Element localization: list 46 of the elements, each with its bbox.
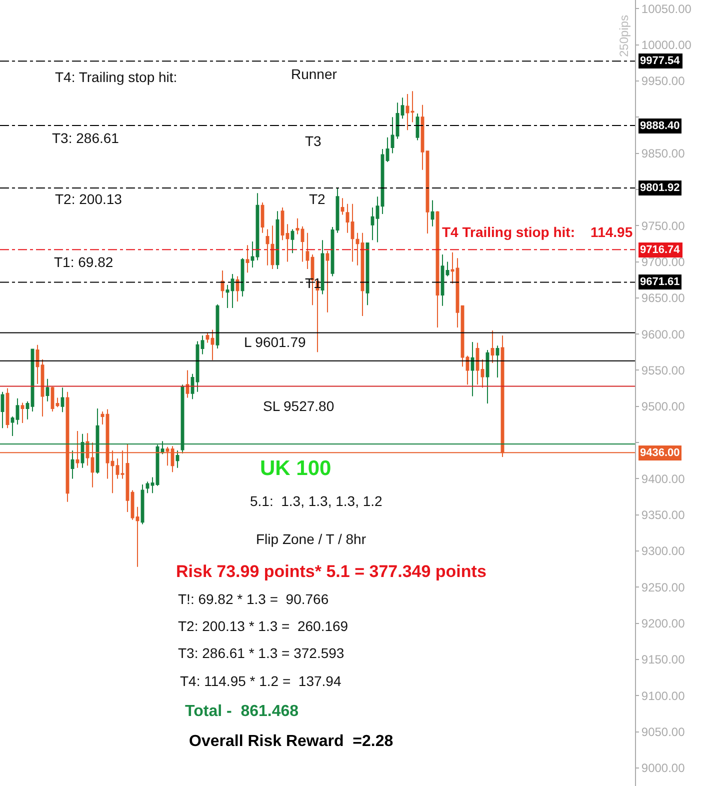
annotation: T2 [309, 191, 326, 207]
annotation: 5.1: 1.3, 1.3, 1.3, 1.2 [250, 493, 383, 509]
ref-line-label: 9888.40 [640, 120, 680, 132]
annotation: Flip Zone / T / 8hr [256, 531, 366, 547]
y-tick-label: 9300.00 [641, 544, 686, 558]
y-tick-label: 9000.00 [641, 761, 686, 776]
y-tick-label: 9350.00 [641, 508, 686, 522]
y-tick-label: 9200.00 [641, 616, 686, 630]
annotation: T4 Trailing stiop hit: 114.95 [442, 224, 633, 240]
y-tick-label: 9600.00 [641, 327, 686, 342]
y-tick-label: 10000.00 [641, 38, 692, 52]
annotation: T3: 286.61 * 1.3 = 372.593 [178, 645, 344, 661]
ref-line-label: 9716.74 [640, 244, 681, 256]
annotation: Total - 861.468 [185, 703, 299, 720]
annotation: T4: 114.95 * 1.2 = 137.94 [180, 673, 342, 689]
y-tick-label: 9850.00 [641, 146, 686, 160]
annotation: UK 100 [260, 457, 332, 480]
y-tick-label: 9150.00 [641, 652, 686, 667]
annotation: T4: Trailing stop hit: [55, 69, 178, 85]
y-tick-label: 9500.00 [641, 400, 686, 414]
annotation: Runner [291, 66, 338, 82]
y-tick-label: 9700.00 [641, 254, 686, 269]
y-tick-label: 9400.00 [641, 472, 686, 486]
ref-line-label: 9671.61 [640, 276, 680, 288]
y-tick-label: 9050.00 [641, 724, 686, 739]
annotation: Overall Risk Reward =2.28 [189, 733, 394, 750]
y-tick-label: 9750.00 [641, 218, 686, 233]
annotation: T2: 200.13 * 1.3 = 260.169 [178, 618, 348, 634]
ref-line-label: 9977.54 [640, 55, 681, 67]
annotation: T3: 286.61 [52, 130, 120, 146]
y-tick-label: 10050.00 [641, 2, 692, 16]
ref-line-label: 9436.00 [640, 447, 680, 459]
y-tick-label: 9250.00 [641, 580, 686, 594]
annotation: SL 9527.80 [263, 398, 334, 414]
y-tick-label: 9650.00 [641, 291, 686, 306]
annotation: T1: 69.82 [54, 254, 114, 270]
ref-line-label: 9801.92 [640, 182, 680, 194]
annotation: T2: 200.13 [55, 191, 122, 207]
y-tick-label: 9950.00 [641, 74, 686, 88]
annotation: Risk 73.99 points* 5.1 = 377.349 points [176, 562, 486, 581]
y-tick-label: 9550.00 [641, 363, 686, 378]
y-tick-label: 9100.00 [641, 688, 686, 703]
annotation: T!: 69.82 * 1.3 = 90.766 [178, 591, 329, 607]
annotation: T3 [305, 133, 322, 149]
annotation: 250pips [617, 14, 631, 57]
annotation: L 9601.79 [244, 334, 306, 350]
